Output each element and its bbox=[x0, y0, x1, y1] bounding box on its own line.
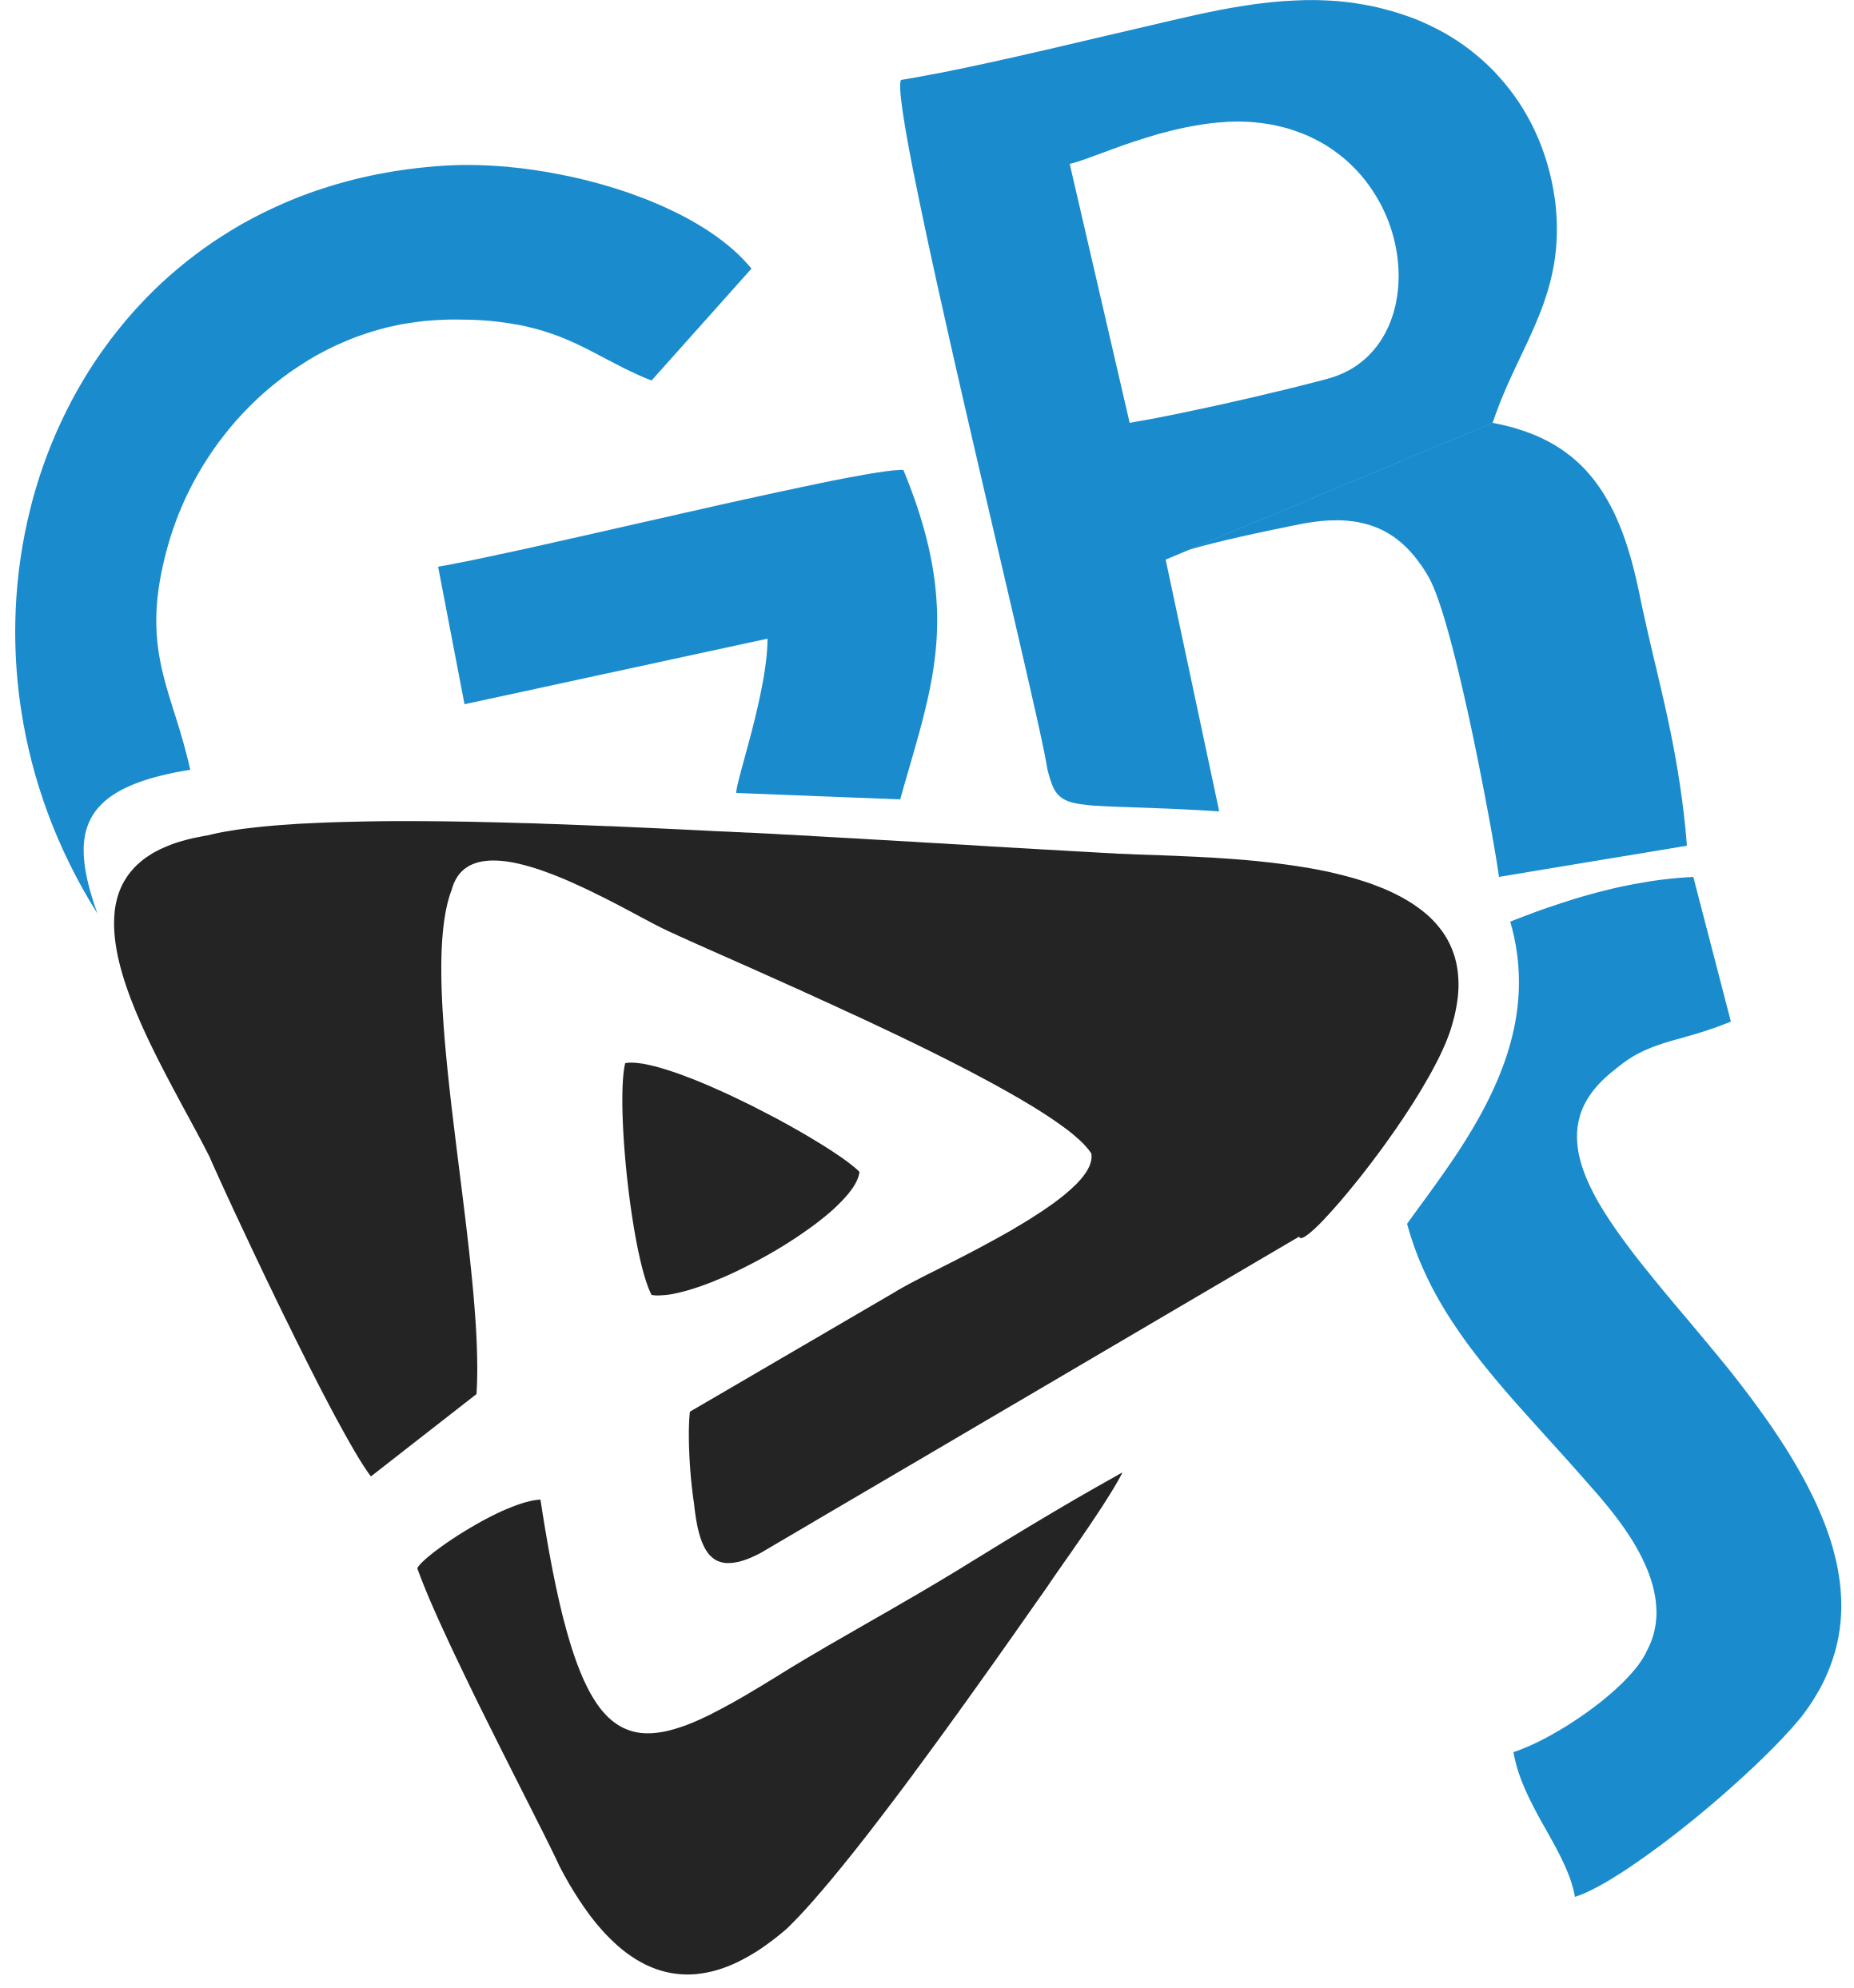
play-inner-triangle bbox=[622, 1062, 859, 1296]
letter-g-bar bbox=[438, 469, 938, 799]
letter-r-stem-bowl bbox=[899, 0, 1557, 811]
letter-s bbox=[1407, 877, 1842, 1897]
letter-r-leg bbox=[1166, 423, 1687, 877]
letter-g-arc bbox=[15, 165, 752, 914]
play-triangle-body bbox=[114, 821, 1459, 1564]
play-lower-sweep bbox=[417, 1472, 1122, 1975]
